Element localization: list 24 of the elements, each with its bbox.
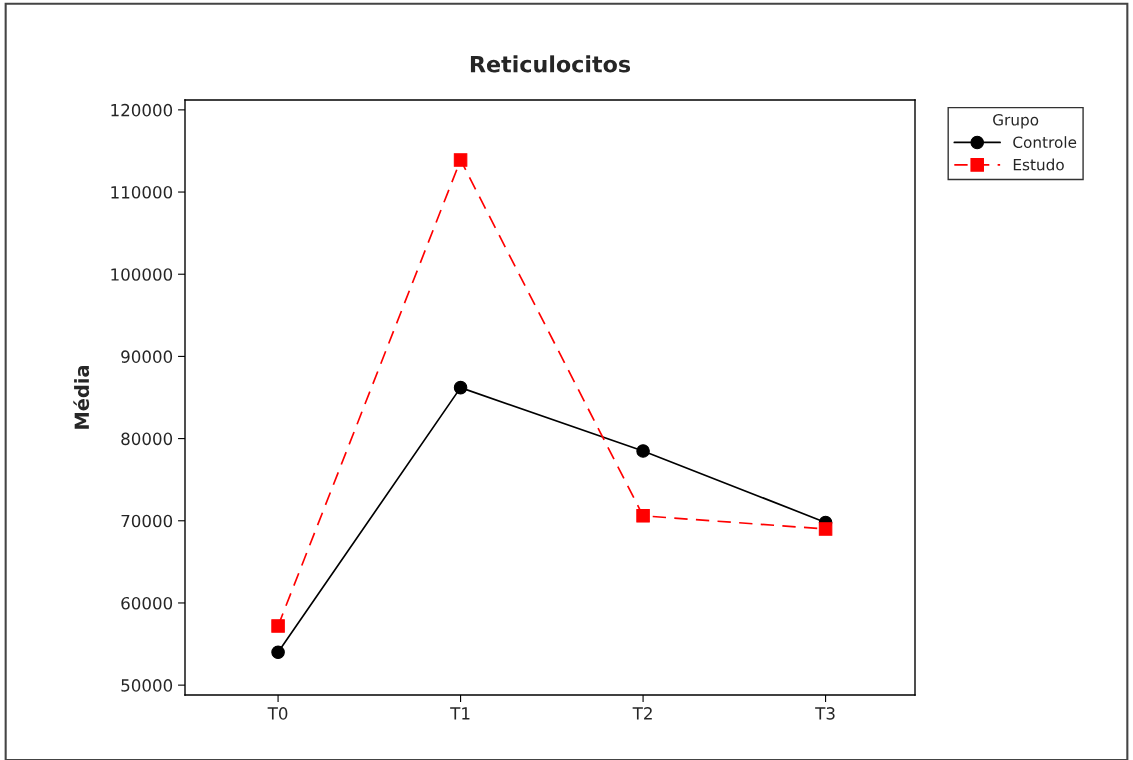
point	[271, 645, 285, 660]
point	[636, 444, 650, 458]
y-tick-label: 70000	[121, 514, 173, 528]
legend-label: Estudo	[1013, 158, 1064, 171]
x-tick-label: T2	[632, 707, 652, 720]
point	[453, 380, 468, 395]
y-tick-label: 90000	[121, 350, 173, 363]
y-tick-label: 80000	[121, 432, 173, 446]
y-tick-label: 100000	[111, 268, 173, 281]
point	[271, 619, 285, 633]
y-axis-title: Média	[73, 365, 90, 429]
point	[636, 509, 650, 523]
legend-label: Controle	[1013, 136, 1077, 148]
y-tick-label: 120000	[111, 103, 173, 117]
x-tick-label: T3	[815, 707, 835, 720]
x-tick-label: T0	[267, 707, 288, 720]
chart-title: Reticulocitos	[470, 55, 631, 73]
x-tick-label: T1	[450, 707, 470, 720]
legend-title: Grupo	[993, 114, 1039, 129]
y-tick-label: 50000	[121, 679, 173, 692]
y-tick-label: 110000	[111, 186, 173, 199]
point	[818, 522, 833, 536]
y-tick-label: 60000	[121, 596, 173, 610]
point	[453, 153, 468, 167]
